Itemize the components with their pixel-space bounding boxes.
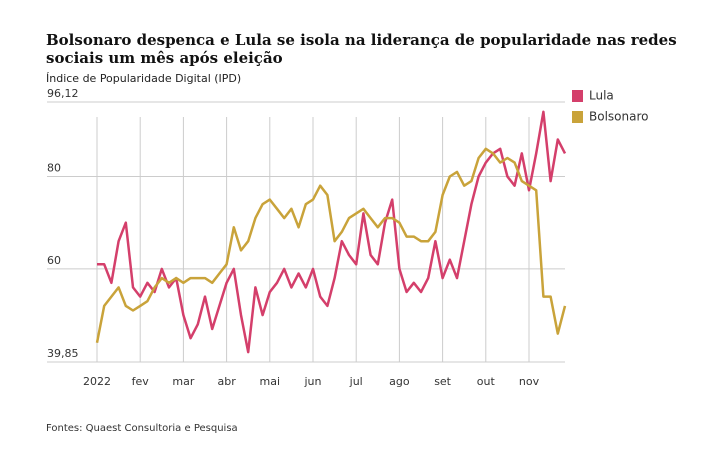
- line: [95, 147, 567, 344]
- x-tick-label: ago: [389, 375, 410, 388]
- y-tick-label: 80: [47, 161, 61, 174]
- x-tick-label: out: [477, 375, 496, 388]
- x-tick-label: jul: [349, 375, 363, 388]
- x-tick-label: set: [434, 375, 451, 388]
- y-tick-label: 60: [47, 254, 61, 267]
- x-tick-label: mai: [260, 375, 281, 388]
- legend-swatch: [572, 111, 583, 123]
- x-tick-label: fev: [132, 375, 150, 388]
- line: [97, 110, 567, 354]
- legend-swatch: [572, 90, 583, 102]
- x-tick-label: mar: [172, 375, 194, 388]
- legend-label: Bolsonaro: [589, 110, 648, 124]
- x-tick-label: nov: [519, 375, 540, 388]
- chart-subtitle: Índice de Popularidade Digital (IPD): [46, 72, 241, 85]
- legend-label: Lula: [589, 89, 614, 103]
- y-tick-label: 96,12: [47, 87, 79, 100]
- x-tick-label: abr: [217, 375, 236, 388]
- chart-title: Bolsonaro despenca e Lula se isola na li…: [46, 31, 677, 67]
- x-tick-label: 2022: [83, 375, 111, 388]
- x-tick-label: jun: [304, 375, 322, 388]
- y-tick-label: 39,85: [47, 347, 79, 360]
- source: Fontes: Quaest Consultoria e Pesquisa: [46, 423, 238, 434]
